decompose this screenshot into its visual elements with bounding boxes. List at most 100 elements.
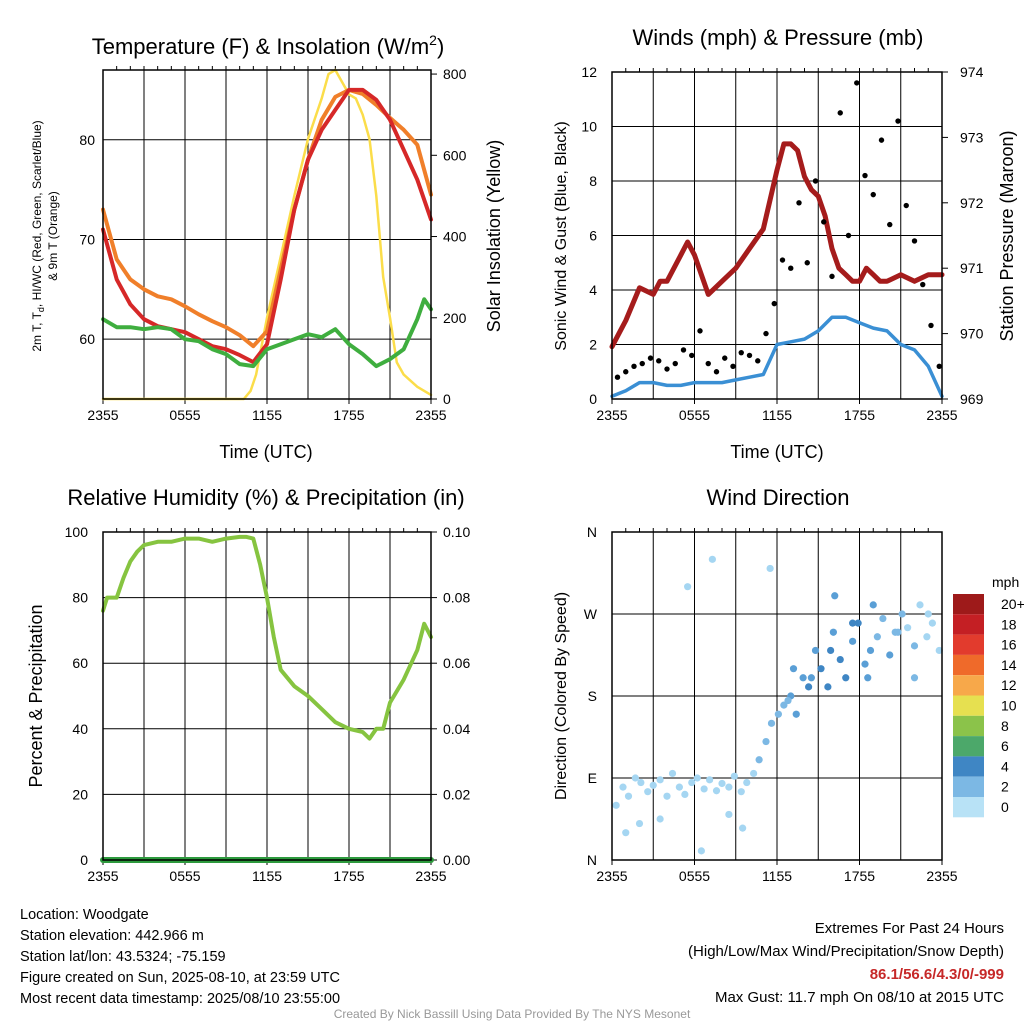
temp-ytick-label: 80 (79, 132, 95, 148)
legend-swatch (953, 715, 984, 737)
rh-xtick-label: 1755 (333, 868, 364, 884)
winds-y2label: Station Pressure (Maroon) (997, 130, 1017, 341)
temp-y2label: Solar Insolation (Yellow) (484, 140, 504, 332)
temperature-title: Temperature (F) & Insolation (W/m2) (92, 32, 445, 59)
wdir-point (784, 696, 792, 705)
wdir-point (789, 665, 798, 673)
temp-series-green (101, 297, 433, 369)
legend-swatch (953, 695, 984, 716)
winds-gust-point (639, 360, 645, 367)
station-location: Location: Woodgate (20, 907, 149, 923)
winds-ytick-label: 8 (589, 173, 597, 189)
temp-xtick-label: 1155 (252, 407, 282, 423)
rh-ytick-label: 100 (65, 524, 89, 540)
winds-gust-point (812, 178, 819, 184)
winds-gust-point (771, 300, 777, 307)
rh-y2tick-label: 0.06 (443, 655, 470, 671)
extremes-block: Extremes For Past 24 Hours (High/Low/Max… (688, 917, 1004, 1009)
wdir-point (656, 815, 664, 823)
max-gust: Max Gust: 11.7 mph On 08/10 at 2015 UTC (714, 989, 1004, 1006)
legend-label: 6 (1001, 738, 1009, 754)
legend-label: 8 (1001, 718, 1009, 734)
wdir-point (737, 788, 745, 796)
temp-ytick-label: 60 (79, 331, 95, 347)
winds-xtick-label: 2355 (926, 407, 957, 423)
wdir-xtick-label: 1755 (844, 868, 875, 884)
wind-direction-title: Wind Direction (706, 485, 849, 510)
wdir-point (864, 674, 872, 682)
temp-xtick-label: 0555 (169, 407, 200, 423)
winds-plot-frame (611, 71, 943, 400)
wdir-point (718, 779, 726, 788)
rh-y2tick-label: 0.10 (443, 524, 470, 540)
wdir-point (849, 619, 857, 627)
wdir-point (619, 783, 627, 791)
wdir-point (879, 614, 887, 623)
rh-xtick-label: 0555 (169, 868, 200, 884)
winds-series-maroon (609, 141, 945, 350)
wdir-ytick-label: W (584, 606, 598, 622)
wdir-point (807, 674, 815, 682)
wdir-point (725, 810, 733, 819)
winds-panel: Winds (mph) & Pressure (mb) 2355 0555 1155… (553, 25, 1017, 462)
winds-gust-point (878, 137, 885, 143)
wdir-point (910, 642, 919, 650)
wdir-point (656, 776, 664, 784)
legend-label: 20+ (1001, 596, 1024, 612)
winds-gust-point (664, 366, 670, 372)
wdir-point (854, 619, 862, 627)
legend-swatch (953, 634, 984, 655)
wdir-point (743, 778, 751, 787)
winds-ytick-label: 0 (589, 391, 597, 407)
legend-swatch (953, 614, 984, 635)
legend-label: 10 (1001, 698, 1017, 714)
winds-gust-point (887, 221, 893, 228)
wdir-point (894, 628, 902, 636)
winds-gust-point (928, 322, 934, 329)
winds-title: Winds (mph) & Pressure (mb) (633, 25, 924, 50)
rh-ytick-label: 0 (80, 852, 88, 868)
wdir-ytick-label: N (587, 852, 597, 868)
wdir-ylabel: Direction (Colored By Speed) (553, 592, 570, 800)
wdir-point (817, 665, 825, 673)
winds-gust-point (672, 360, 678, 367)
wdir-point (725, 783, 733, 791)
rh-y2tick-label: 0.08 (443, 590, 470, 606)
wind-direction-panel: Wind Direction 2355 0555 1155 1755 2355NESWN… (553, 485, 1024, 884)
wdir-point (910, 674, 919, 682)
wdir-point (762, 737, 770, 746)
winds-gust-point (845, 232, 852, 239)
rh-ytick-label: 40 (72, 721, 88, 737)
temp-xtick-label: 1755 (333, 407, 364, 423)
wdir-xtick-label: 1155 (762, 868, 792, 884)
wdir-point (635, 819, 644, 828)
rh-y2tick-label: 0.00 (443, 852, 470, 868)
wdir-point (622, 829, 630, 837)
wdir-point (750, 769, 758, 778)
extremes-values: 86.1/56.6/4.3/0/-999 (869, 966, 1004, 983)
temp-xtick-label: 2355 (415, 407, 446, 423)
wdir-plot-frame (611, 531, 943, 861)
winds-xlabel: Time (UTC) (730, 442, 823, 462)
legend-title: mph (992, 574, 1019, 590)
wdir-point (923, 633, 931, 641)
wdir-point (898, 610, 906, 618)
figure-created: Figure created on Sun, 2025-08-10, at 23… (20, 970, 340, 986)
wdir-point (730, 772, 738, 780)
winds-gust-point (631, 363, 637, 369)
wdir-xtick-label: 2355 (926, 868, 957, 884)
wdir-point (612, 801, 620, 809)
winds-gust-point (755, 358, 761, 364)
wdir-point (697, 847, 705, 855)
temp-xlabel: Time (UTC) (219, 442, 312, 462)
wdir-point (792, 710, 800, 718)
rh-y2tick-label: 0.02 (443, 786, 470, 802)
wdir-point (766, 564, 774, 573)
station-elevation: Station elevation: 442.966 m (20, 928, 204, 944)
humidity-panel: Relative Humidity (%) & Precipitation (i… (26, 485, 470, 884)
legend-swatch (953, 756, 984, 777)
wdir-point (767, 719, 776, 727)
winds-y2tick-label: 972 (960, 195, 984, 211)
extremes-title: Extremes For Past 24 Hours (814, 920, 1004, 937)
wdir-point (631, 774, 639, 782)
